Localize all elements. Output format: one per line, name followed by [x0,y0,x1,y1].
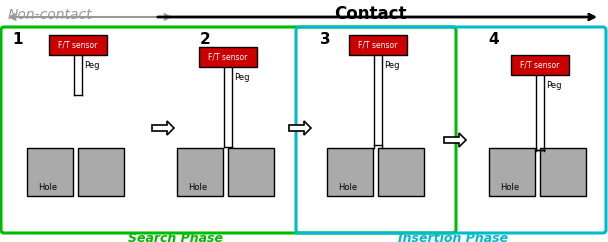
Bar [489,148,535,196]
Bar [378,148,424,196]
Text: Hole: Hole [38,182,58,191]
Bar [199,47,257,67]
Bar [49,35,107,55]
Text: Peg: Peg [546,81,562,90]
Bar [177,148,223,196]
Text: Search Phase: Search Phase [128,232,223,242]
Text: F/T sensor: F/T sensor [58,40,98,50]
Text: F/T sensor: F/T sensor [209,53,247,61]
Bar [349,35,407,55]
Text: Hole: Hole [500,182,520,191]
Bar [540,148,586,196]
Text: Hole: Hole [339,182,358,191]
Text: Contact: Contact [334,5,406,23]
Bar [327,148,373,196]
Text: 4: 4 [488,32,499,47]
Text: Peg: Peg [85,60,100,69]
Bar [27,148,73,196]
FancyBboxPatch shape [1,27,456,233]
Text: Insertion Phase: Insertion Phase [398,232,508,242]
Text: F/T sensor: F/T sensor [520,60,560,69]
Text: Non-contact: Non-contact [8,8,92,22]
Text: Hole: Hole [188,182,207,191]
Text: Peg: Peg [384,60,399,69]
Text: Peg: Peg [234,73,250,82]
Text: 1: 1 [12,32,22,47]
Polygon shape [444,133,466,147]
Text: 3: 3 [320,32,331,47]
Bar [228,148,274,196]
Polygon shape [152,121,174,135]
Text: 2: 2 [200,32,211,47]
Bar [511,55,569,75]
Text: F/T sensor: F/T sensor [358,40,398,50]
Polygon shape [289,121,311,135]
Bar [78,148,124,196]
